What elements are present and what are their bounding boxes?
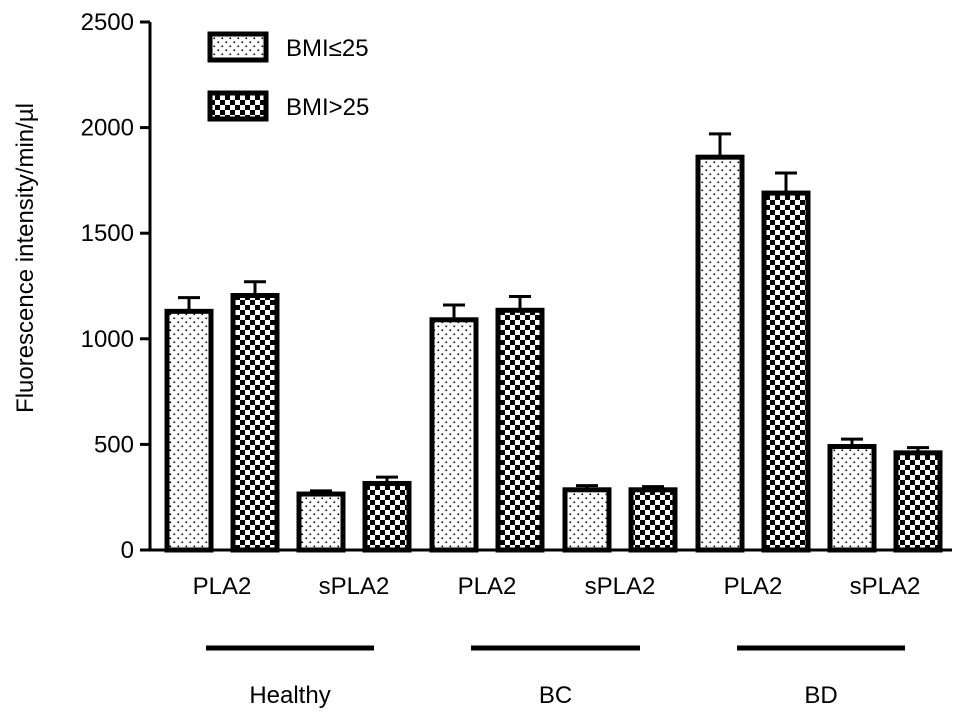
legend-swatch: [207, 31, 269, 63]
axes: 0 500 1000 1500 2000 2500: [81, 9, 952, 564]
legend-label: BMI≤25: [286, 35, 369, 62]
x-tick-label: PLA2: [458, 573, 517, 600]
x-labels-layer: PLA2 sPLA2 PLA2 sPLA2 PLA2 sPLA2 Healthy BC BD: [193, 573, 921, 709]
bar: [761, 190, 811, 553]
x-tick-label: PLA2: [193, 573, 252, 600]
group-label: Healthy: [249, 682, 330, 709]
y-tick-label: 2000: [81, 115, 134, 142]
y-tick-label: 2500: [81, 9, 134, 36]
legend: BMI≤25 BMI>25: [207, 31, 369, 122]
bar: [429, 317, 479, 553]
bar: [893, 450, 943, 553]
bar: [495, 307, 545, 553]
y-tick-label: 0: [121, 537, 134, 564]
group-label: BD: [804, 682, 837, 709]
y-tick-label: 500: [94, 431, 134, 458]
y-tick-label: 1500: [81, 220, 134, 247]
bar: [164, 308, 214, 553]
bar: [827, 444, 877, 553]
y-tick-label: 1000: [81, 326, 134, 353]
bar: [296, 491, 346, 553]
x-tick-label: PLA2: [724, 573, 783, 600]
bar: [695, 154, 745, 553]
group-label: BC: [539, 682, 572, 709]
x-tick-label: sPLA2: [319, 573, 390, 600]
legend-swatch: [207, 90, 269, 122]
y-axis-label: Fluorescence intensity/min/µl: [12, 103, 39, 413]
x-tick-label: sPLA2: [850, 573, 921, 600]
bar: [562, 487, 612, 553]
bar: [362, 480, 412, 553]
bar: [230, 293, 280, 553]
legend-label: BMI>25: [286, 94, 369, 121]
x-tick-label: sPLA2: [585, 573, 656, 600]
bars-layer: [164, 132, 943, 553]
bar: [628, 487, 678, 553]
